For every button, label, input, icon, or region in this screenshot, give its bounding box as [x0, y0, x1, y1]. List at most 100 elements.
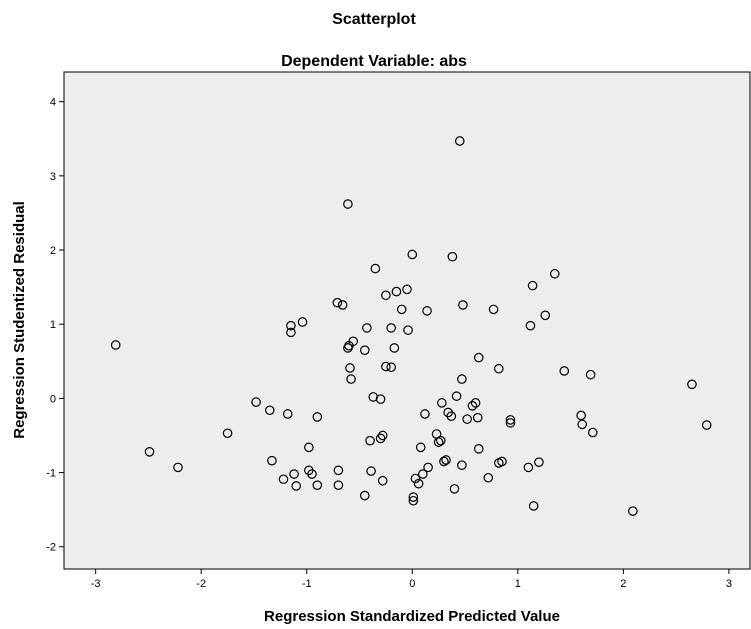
data-point [289, 469, 299, 479]
data-point [422, 306, 432, 316]
data-point [483, 472, 494, 483]
data-point [297, 317, 308, 327]
x-tick-label: 0 [409, 578, 415, 590]
data-point [381, 290, 391, 301]
data-point [359, 490, 370, 501]
x-tick-label: -1 [302, 578, 312, 590]
data-point [251, 397, 261, 407]
data-point [377, 430, 388, 441]
x-tick-label: 2 [620, 578, 626, 590]
data-point [523, 462, 534, 473]
data-point [366, 466, 376, 476]
data-point [278, 474, 289, 485]
data-point [267, 455, 277, 466]
data-point [264, 405, 275, 416]
data-point [701, 420, 712, 430]
data-point [410, 473, 421, 484]
data-point [307, 469, 317, 479]
data-point [408, 495, 419, 506]
chart-subtitle: Dependent Variable: abs [281, 53, 467, 70]
data-point [549, 268, 560, 279]
data-point [439, 456, 449, 467]
y-tick-label: 3 [50, 171, 56, 183]
data-point [282, 409, 293, 419]
data-point [451, 391, 462, 401]
data-point [472, 412, 483, 423]
y-axis: -2 -1 0 1 2 3 4 [46, 97, 64, 554]
data-point [413, 478, 424, 489]
data-point [457, 460, 467, 470]
data-point [559, 366, 570, 376]
data-point [418, 469, 428, 479]
data-point [312, 480, 323, 490]
plot-area [63, 71, 751, 570]
data-point [505, 418, 516, 428]
data-point [540, 310, 551, 321]
data-point [359, 345, 370, 355]
y-tick-label: 1 [50, 319, 56, 331]
data-point [375, 394, 386, 404]
data-point [441, 455, 451, 465]
data-point [402, 284, 412, 295]
data-point [222, 428, 233, 439]
data-point [447, 251, 458, 262]
data-point [291, 481, 301, 491]
data-point [286, 320, 296, 331]
data-point [433, 437, 444, 447]
y-tick-label: -1 [46, 468, 56, 480]
data-point [312, 412, 323, 422]
data-point [587, 427, 598, 438]
data-point [494, 363, 504, 374]
data-point [585, 369, 596, 380]
data-point [396, 304, 407, 315]
data-point [458, 300, 468, 310]
data-point [462, 414, 472, 424]
data-point [348, 336, 358, 347]
data-points [110, 136, 712, 516]
data-point [144, 446, 155, 457]
data-point [473, 352, 484, 363]
data-point [346, 374, 356, 384]
data-point [391, 286, 402, 297]
data-point [577, 419, 587, 430]
data-point [337, 300, 348, 310]
data-point [505, 415, 516, 425]
data-point [408, 492, 419, 502]
x-axis: -3 -2 -1 0 1 2 3 [91, 569, 732, 590]
x-tick-label: -2 [196, 578, 206, 590]
data-point [628, 506, 638, 516]
data-point [386, 362, 396, 373]
y-tick-label: -2 [46, 542, 56, 554]
chart-title: Scatterplot [332, 11, 416, 28]
data-point [110, 340, 121, 350]
data-point [446, 411, 457, 421]
data-point [435, 435, 446, 446]
x-tick-label: -3 [91, 578, 101, 590]
data-point [527, 280, 538, 291]
data-point [497, 456, 507, 467]
data-point [454, 136, 465, 146]
data-point [375, 433, 386, 444]
data-point [345, 363, 355, 373]
data-point [286, 327, 296, 338]
data-point [403, 325, 413, 335]
x-tick-label: 3 [726, 578, 732, 590]
data-point [467, 401, 478, 411]
data-point [437, 398, 447, 408]
data-point [576, 410, 586, 421]
x-axis-label: Regression Standardized Predicted Value [264, 608, 560, 625]
data-point [333, 465, 344, 476]
data-point [457, 374, 467, 384]
data-point [534, 457, 544, 467]
data-point [377, 475, 388, 486]
data-point [333, 480, 344, 490]
y-tick-label: 4 [50, 97, 56, 109]
data-point [423, 462, 433, 473]
data-point [332, 297, 343, 308]
data-point [304, 442, 314, 453]
data-point [687, 379, 697, 390]
y-axis-label: Regression Studentized Residual [11, 201, 28, 439]
data-point [525, 320, 536, 331]
y-tick-label: 0 [50, 393, 56, 405]
